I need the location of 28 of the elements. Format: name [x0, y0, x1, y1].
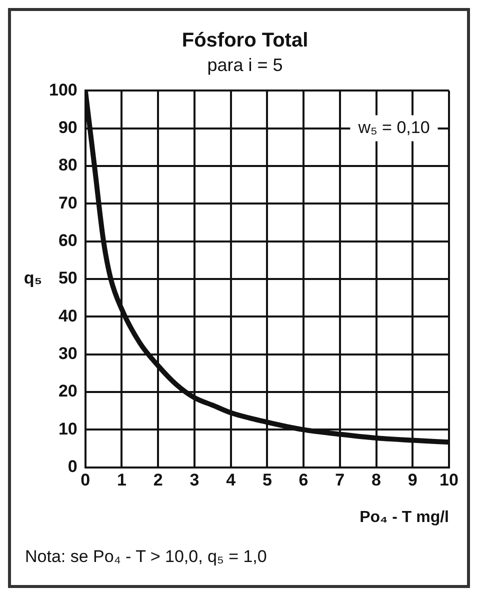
y-tick-label: 40 [58, 306, 78, 326]
x-tick-label: 1 [116, 470, 126, 490]
y-tick-label: 70 [58, 193, 78, 212]
chart-title: Fósforo Total [182, 30, 308, 52]
x-tick-label: 6 [298, 470, 308, 490]
y-tick-label: 50 [58, 268, 78, 288]
y-tick-label: 90 [58, 118, 78, 137]
y-tick-label: 100 [48, 80, 78, 100]
x-tick-label: 2 [153, 470, 163, 490]
y-tick-label: 20 [58, 382, 78, 401]
y-tick-label: 30 [58, 344, 78, 364]
annotation: w₅ = 0,10 [357, 118, 430, 137]
y-axis-title: q₅ [24, 268, 42, 288]
y-tick-label: 80 [58, 156, 78, 175]
x-tick-label: 0 [80, 470, 90, 490]
y-tick-label: 60 [58, 231, 78, 250]
x-tick-label: 8 [372, 470, 382, 490]
x-tick-label: 3 [190, 470, 200, 490]
x-tick-label: 4 [226, 470, 236, 490]
x-tick-label: 9 [408, 470, 418, 490]
x-axis-title: Po₄ - T mg/l [360, 508, 449, 526]
y-tick-label: 10 [58, 419, 78, 438]
y-tick-label: 0 [68, 457, 78, 476]
x-tick-label: 10 [440, 470, 458, 490]
text: Nota: se Po₄ - T > 10,0, q₅ = 1,0 [24, 546, 268, 568]
chart-subtitle: para i = 5 [207, 54, 283, 75]
x-tick-label: 5 [262, 470, 272, 490]
x-tick-label: 7 [335, 470, 345, 490]
